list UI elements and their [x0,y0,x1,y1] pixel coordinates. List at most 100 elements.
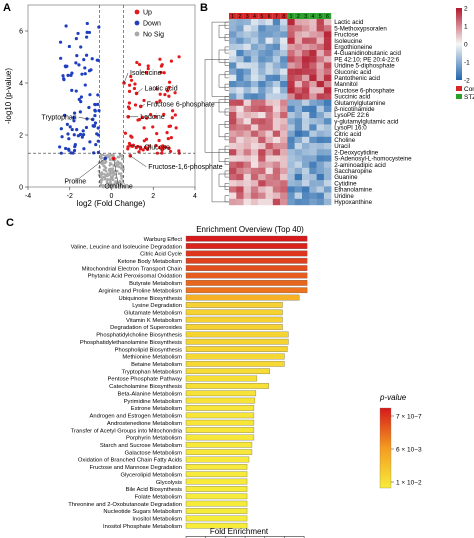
up-point [177,55,181,59]
heatmap-cell [265,19,273,26]
nosig-point [112,164,115,167]
up-point [142,126,146,130]
sample-label: 8 [282,14,285,20]
heatmap-cell [316,68,325,75]
heatmap-cell [302,81,310,88]
heatmap-cell [316,62,325,69]
down-point [66,132,70,136]
colorbar-tick-label: -1 [464,60,470,67]
enrichment-category-label: Inositol Metabolism [132,517,182,523]
sample-label: 2 [297,14,300,20]
down-point [80,135,84,139]
heatmap-cell [302,143,310,150]
heatmap-cell [302,31,310,38]
group-bar-cell [243,13,251,19]
nosig-point [112,154,116,157]
enrichment-title: Enrichment Overview (Top 40) [196,225,304,234]
nosig-point [105,180,109,184]
heatmap-cell [287,180,295,187]
heatmap-cell [316,74,325,82]
heatmap-cell [258,105,266,113]
heatmap-cell [294,62,303,69]
heatmap-cell [265,105,273,113]
up-point [163,145,167,149]
down-point [95,58,99,62]
heatmap-cell [323,81,332,88]
heatmap-cell [250,25,259,32]
heatmap-cell [229,118,237,125]
down-point [80,72,84,76]
up-point [155,100,159,105]
enrichment-category-label: Phytanic Acid Peroxisomal Oxidation [88,274,182,280]
nosig-point [109,182,113,186]
heatmap-cell [258,124,266,131]
heatmap-cell [258,37,266,44]
up-point [163,93,167,97]
heatmap-cell [323,68,332,75]
heatmap-cell [280,37,288,44]
heatmap-cell [250,81,259,88]
heatmap-cell [302,62,310,69]
heatmap-cell [287,174,295,181]
nosig-point [117,172,121,175]
up-point [173,113,177,117]
down-point [94,142,98,147]
heatmap-cell [294,50,303,57]
heatmap-cell [287,167,295,175]
heatmap-cell [236,43,244,51]
heatmap-cell [309,186,317,193]
heatmap-cell [272,74,281,82]
heatmap-cell [272,167,281,175]
volcano-y-tick-label: 2 [19,133,23,140]
heatmap-cell [229,198,237,206]
volcano-x-axis-label: log2 (Fold Change) [77,199,146,208]
enrichment-bar [185,368,270,375]
enrichment-category-label: Arginine and Proline Metabolism [99,288,183,294]
enrichment-bar [185,441,253,448]
enrichment-category-label: Ketone Body Metabolism [118,259,183,265]
heatmap-cell [243,167,252,175]
heatmap-cell [280,31,288,38]
down-point [72,133,76,137]
heatmap-cell [316,37,325,44]
heatmap-cell [309,174,317,181]
heatmap-cell [280,74,288,82]
volcano-x-tick-label: -4 [25,193,31,200]
up-point [143,145,147,150]
heatmap-cell [280,118,288,125]
up-point [157,138,161,143]
group-bar-cell [302,13,310,19]
down-point [72,148,77,153]
heatmap-cell [316,130,325,137]
heatmap-cell [280,174,288,181]
sample-label: 3 [246,14,249,20]
heatmap-cell [323,31,332,38]
heatmap-cell [316,105,325,113]
heatmap-cell [243,105,252,113]
heatmap-cell [265,155,273,162]
heatmap-cell [236,186,244,193]
down-point [93,121,98,125]
heatmap-cell [236,87,244,94]
heatmap-cell [272,50,281,57]
heatmap-cell [265,149,273,156]
enrichment-x-axis-label: Fold Enrichment [210,527,269,536]
heatmap-cell [236,192,244,199]
heatmap-cell [265,56,273,63]
heatmap-cell [294,99,303,106]
down-point [72,119,76,123]
pvalue-legend: 7 × 10−7 6 × 10−3 1 × 10−2 [379,407,422,489]
volcano-annotation: Tryptophan [42,114,77,121]
enrichment-bar [185,478,248,485]
up-point [146,147,150,151]
nosig-point [114,176,118,180]
enrichment-category-label: Ubiquinone Biosynthesis [119,296,183,302]
heatmap-row-label: Saccharopine [334,168,372,175]
heatmap-cell [272,99,281,106]
heatmap-cell [265,192,273,199]
down-point [83,72,87,76]
heatmap-cell [272,130,281,137]
sample-label: 7 [275,14,278,20]
heatmap-cell [243,149,252,156]
